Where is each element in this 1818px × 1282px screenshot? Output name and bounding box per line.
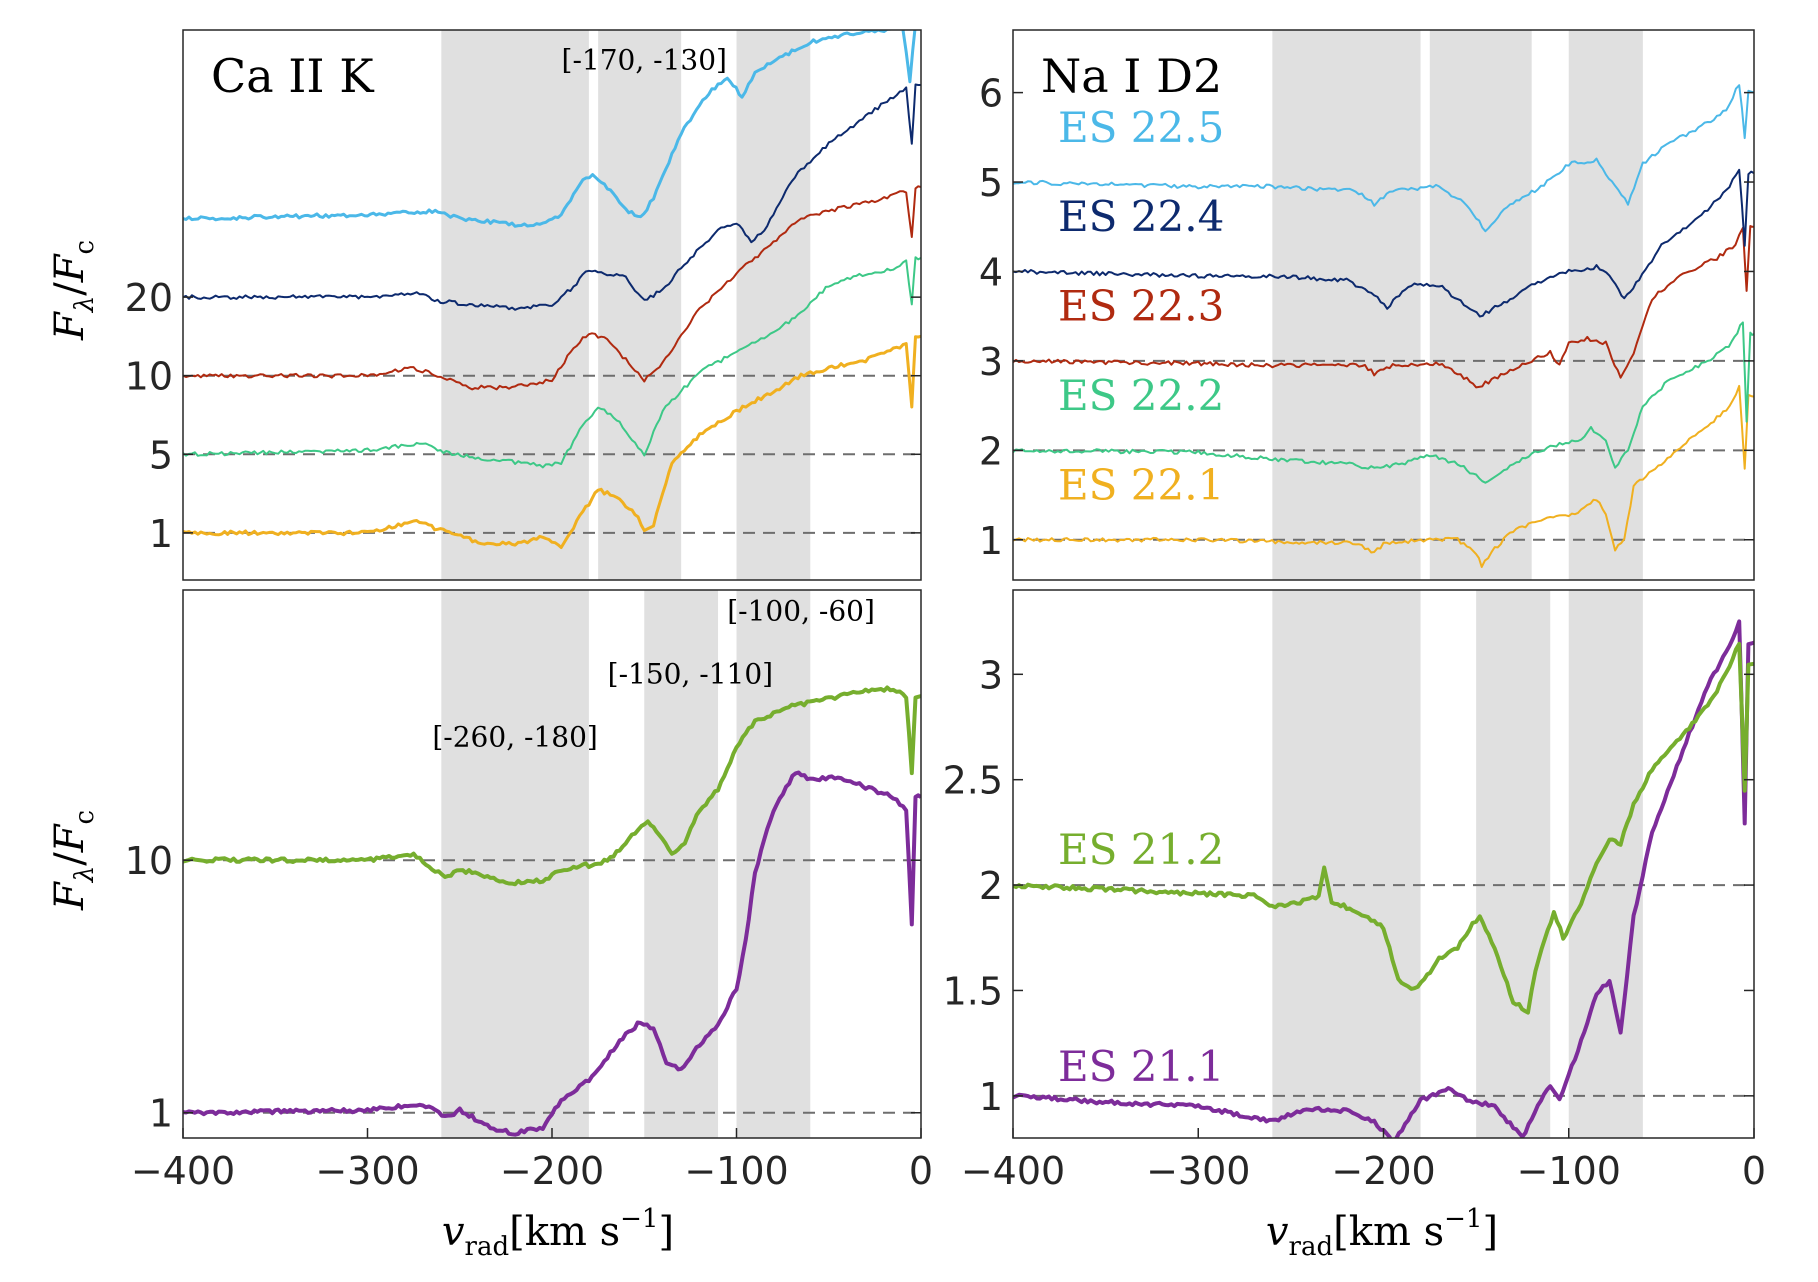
y-tick-label: 1 xyxy=(979,519,1003,563)
velocity-band xyxy=(736,30,811,580)
y-tick-label: 4 xyxy=(979,250,1003,294)
velocity-band xyxy=(1568,590,1643,1138)
band-annotation: [-260, -180] xyxy=(432,721,597,754)
series-label: ES 22.4 xyxy=(1058,192,1224,241)
y-tick-label: 1.5 xyxy=(943,969,1003,1013)
y-tick-label: 1 xyxy=(149,512,173,556)
y-tick-label: 5 xyxy=(979,161,1003,205)
band-annotation: [-170, -130] xyxy=(562,43,727,76)
spectrum-line xyxy=(183,30,917,228)
spectrum-line xyxy=(1013,168,1754,318)
spectrum-line xyxy=(1013,321,1754,484)
y-tick-label: 2 xyxy=(979,429,1003,473)
spectrum-line xyxy=(183,770,921,1137)
spectrum-line xyxy=(1013,225,1754,389)
series-label: ES 22.3 xyxy=(1058,282,1224,331)
x-tick-label: −300 xyxy=(1146,1149,1250,1193)
series-group xyxy=(1013,84,1754,568)
panel-bottom-left: 1 10 −400 −300 −200 −100 0 [-260, -180] [-150, -… xyxy=(125,589,933,1193)
x-axis-label-left: vrad[km s−1] xyxy=(442,1204,674,1262)
y-tick-label: 1 xyxy=(979,1075,1003,1119)
y-tick-label: 1 xyxy=(149,1092,173,1136)
velocity-band xyxy=(598,30,682,580)
y-tick-label: 3 xyxy=(979,340,1003,384)
band-annotation: [-100, -60] xyxy=(727,594,875,627)
series-label: ES 22.5 xyxy=(1058,103,1224,152)
series-label: ES 22.1 xyxy=(1058,461,1224,510)
spectrum-line xyxy=(1013,641,1754,1015)
panel-frame xyxy=(1012,29,1755,581)
panel-title: Ca II K xyxy=(211,49,375,103)
series-group xyxy=(183,685,921,1137)
spectrum-line xyxy=(183,334,921,549)
y-tick-label: 6 xyxy=(979,72,1003,116)
panel-top-left: 1 5 10 20 Ca II K [-170, -130] xyxy=(125,29,922,581)
x-axis-label-right: vrad[km s−1] xyxy=(1266,1204,1498,1262)
velocity-band xyxy=(1476,590,1551,1138)
spectrum-line xyxy=(1013,619,1754,1138)
x-tick-label: 0 xyxy=(909,1149,933,1193)
panel-title: Na I D2 xyxy=(1041,49,1222,103)
series-label: ES 21.1 xyxy=(1058,1042,1224,1091)
x-tick-label: −200 xyxy=(1331,1149,1435,1193)
spectrum-line xyxy=(183,185,921,391)
band-annotation: [-150, -110] xyxy=(608,657,773,690)
panel-frame xyxy=(182,29,922,581)
x-tick-label: 0 xyxy=(1742,1149,1766,1193)
velocity-band xyxy=(441,590,589,1138)
spectrum-line xyxy=(183,685,921,887)
x-tick-label: −100 xyxy=(684,1149,788,1193)
x-tick-label: −400 xyxy=(131,1149,235,1193)
velocity-band xyxy=(736,590,811,1138)
velocity-band xyxy=(1429,30,1532,580)
y-tick-label: 10 xyxy=(125,839,173,883)
velocity-band xyxy=(1272,590,1421,1138)
velocity-band xyxy=(1272,30,1421,580)
y-tick-label: 10 xyxy=(125,355,173,399)
y-tick-label: 2 xyxy=(979,864,1003,908)
velocity-band xyxy=(644,590,719,1138)
y-tick-label: 3 xyxy=(979,653,1003,697)
y-tick-label: 20 xyxy=(125,276,173,320)
y-tick-label: 5 xyxy=(149,433,173,477)
series-group xyxy=(183,30,921,549)
velocity-band xyxy=(1568,30,1643,580)
y-tick-label: 2.5 xyxy=(943,759,1003,803)
series-label: ES 22.2 xyxy=(1058,371,1224,420)
spectrum-line xyxy=(183,256,921,469)
series-group xyxy=(1013,619,1754,1138)
x-tick-label: −100 xyxy=(1517,1149,1621,1193)
x-tick-label: −300 xyxy=(315,1149,419,1193)
x-tick-label: −400 xyxy=(961,1149,1065,1193)
series-label: ES 21.2 xyxy=(1058,825,1224,874)
spectrum-line xyxy=(1013,384,1754,568)
spectrum-line xyxy=(183,83,921,311)
spectrum-line xyxy=(1013,84,1754,233)
x-tick-label: −200 xyxy=(500,1149,604,1193)
y-axis-label-top: Fλ/Fc xyxy=(47,240,100,341)
panel-bottom-right: 1 1.5 2 2.5 3 −400 −300 −200 −100 0 ES 21.2 ES 21.1 xyxy=(943,589,1766,1193)
y-axis-label-bottom: Fλ/Fc xyxy=(47,810,100,911)
